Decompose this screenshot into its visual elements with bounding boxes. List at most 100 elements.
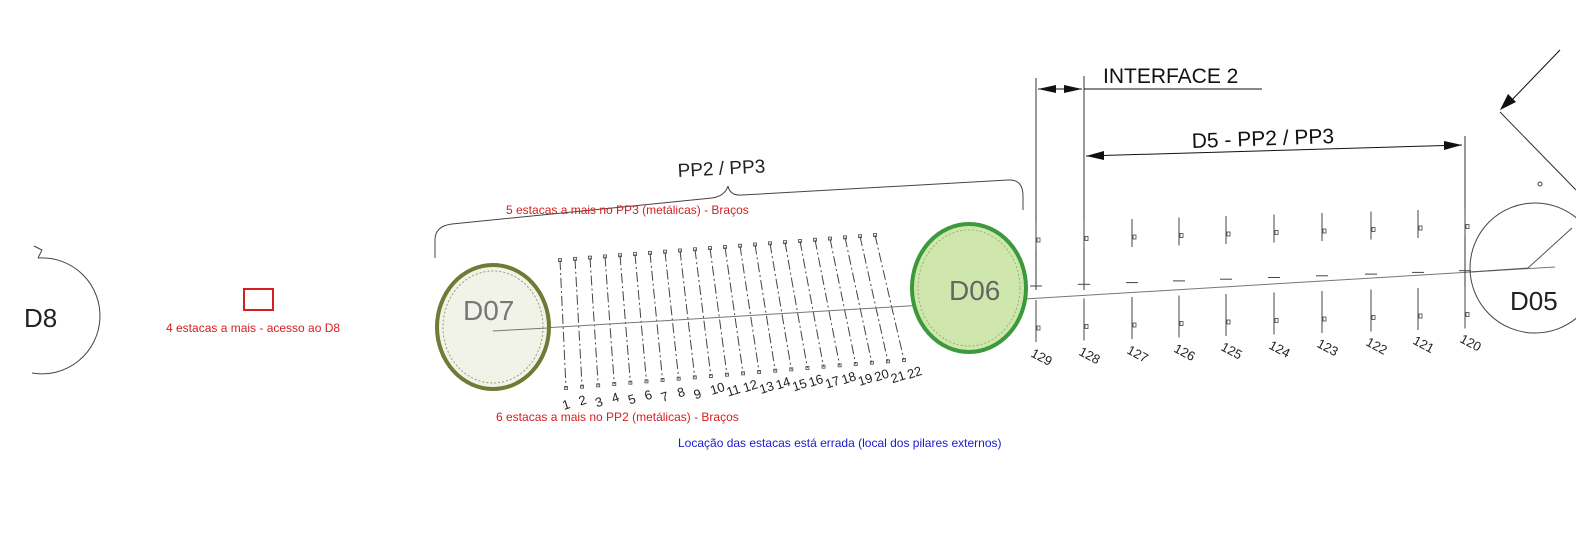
pile-line [694, 249, 712, 377]
pile-head-top [1132, 234, 1137, 240]
pile-head-top [558, 258, 562, 262]
d8-access-annotation: 4 estacas a mais - acesso ao D8 [166, 321, 340, 335]
pile-head-bottom [628, 380, 633, 385]
pile-line [589, 257, 599, 386]
pile-head-top [618, 253, 622, 258]
pile-head-bottom [1036, 325, 1041, 331]
pile-head-top [723, 245, 727, 249]
pile-head-bottom [789, 367, 794, 372]
pile-number: 18 [840, 368, 858, 387]
right-pile-numbers: 129 128 127 126 125 124 123 122 121 120 [1029, 331, 1484, 369]
d07-pier-label: D07 [463, 295, 514, 326]
pile-head-top [573, 256, 577, 261]
pile-number: 5 [626, 391, 638, 408]
pile-head-bottom [676, 376, 681, 381]
pile-head-bottom [596, 383, 601, 388]
pile-number: 124 [1267, 337, 1293, 360]
pile-line [619, 255, 631, 383]
pile-head-bottom [1274, 318, 1279, 323]
pile-line [769, 243, 792, 370]
pile-head-bottom [692, 375, 697, 380]
pile-line [559, 259, 567, 389]
d05-pier-label: D05 [1510, 286, 1558, 316]
pile-number: 3 [593, 394, 605, 411]
interface-arrow-right [1064, 85, 1082, 93]
pile-number: 4 [610, 389, 622, 406]
pile-line [574, 258, 583, 387]
pile-number: 121 [1411, 333, 1437, 356]
pile-head-bottom [725, 372, 729, 377]
pile-line [649, 252, 664, 381]
pile-head-top [1226, 231, 1231, 237]
d06-pier-label: D06 [949, 275, 1000, 306]
d8-pier-label: D8 [24, 303, 57, 333]
pile-number: 120 [1458, 331, 1484, 354]
pile-line [829, 238, 857, 365]
d07-pier [435, 263, 551, 391]
pile-head-top [603, 254, 607, 259]
pile-line [754, 244, 776, 371]
pile-head-top [843, 235, 847, 240]
pile-head-top [1418, 225, 1423, 231]
pile-head-top [633, 252, 637, 256]
pile-head-top [1179, 233, 1184, 238]
pile-number: 7 [659, 388, 671, 405]
pile-head-bottom [821, 364, 826, 369]
pile-line [739, 245, 760, 373]
pile-head-bottom [902, 358, 906, 362]
pile-head-top [1274, 230, 1279, 235]
pile-number: 8 [675, 384, 687, 401]
pile-head-bottom [708, 374, 713, 378]
pile-number: 12 [741, 376, 759, 395]
pile-number: 126 [1172, 341, 1198, 364]
pile-head-bottom [1132, 322, 1137, 328]
pile-head-top [828, 236, 832, 241]
pile-number: 13 [757, 378, 775, 397]
pile-head-top [1371, 227, 1376, 232]
pile-line [604, 256, 615, 385]
pile-head-bottom [1084, 324, 1089, 329]
pile-head-bottom [757, 370, 762, 374]
pp3-extra-annotation: 5 estacas a mais no PP3 (metálicas) - Br… [506, 203, 749, 217]
d8-pier-outline [31, 257, 101, 375]
pile-number: 10 [708, 379, 726, 398]
pile-head-top [813, 237, 817, 242]
pile-head-top [1084, 236, 1089, 241]
pile-head-bottom [1179, 321, 1184, 326]
pile-number: 11 [725, 381, 742, 399]
pile-head-top [1465, 224, 1470, 229]
pile-head-top [693, 247, 697, 252]
pile-line [679, 250, 696, 378]
pile-head-bottom [1418, 313, 1423, 319]
pile-head-bottom [886, 359, 890, 364]
pile-head-top [648, 250, 652, 255]
pile-head-top [738, 243, 742, 248]
pile-line [664, 251, 680, 379]
location-error-annotation: Locação das estacas está errada (local d… [678, 436, 1002, 450]
right-pile-group [1030, 208, 1471, 342]
pile-line [874, 234, 905, 361]
top-right-diagonal [1499, 111, 1576, 191]
pp2-extra-annotation: 6 estacas a mais no PP2 (metálicas) - Br… [496, 410, 739, 424]
d05-pier-outline [1469, 202, 1576, 334]
pile-head-bottom [564, 386, 568, 390]
pile-head-top [783, 240, 787, 245]
d5-arrow-left [1086, 151, 1104, 160]
top-right-leader-arrow [1500, 94, 1516, 110]
d5-dimension-line [1085, 144, 1463, 157]
d5-pp2-pp3-dimension-label: D5 - PP2 / PP3 [1191, 125, 1334, 153]
pile-line [844, 237, 873, 363]
pile-head-bottom [853, 362, 858, 366]
pile-line [799, 240, 825, 367]
pile-number: 123 [1315, 336, 1341, 359]
pile-head-bottom [644, 379, 649, 384]
interface-arrow-left [1038, 85, 1056, 93]
pile-number: 20 [872, 366, 890, 385]
pile-number: 21 [889, 367, 907, 386]
pile-number: 14 [774, 374, 792, 393]
pile-head-top [1322, 228, 1327, 234]
pile-number: 9 [692, 386, 704, 403]
d8-access-marker [243, 288, 274, 311]
